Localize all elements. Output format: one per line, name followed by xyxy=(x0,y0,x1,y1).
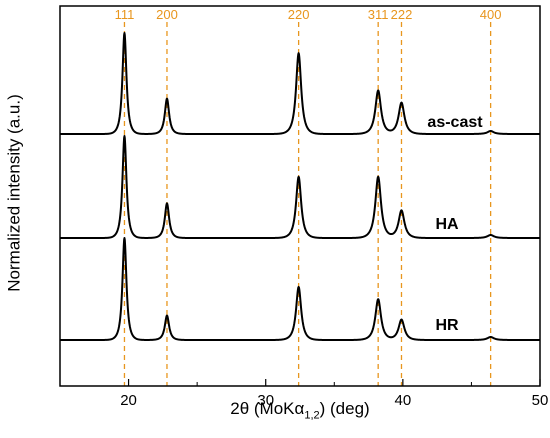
reflection-label-220: 220 xyxy=(288,7,310,22)
x-tick-label: 40 xyxy=(395,392,412,409)
pattern-curve-HR xyxy=(59,237,541,341)
reflection-label-111: 111 xyxy=(115,7,135,22)
x-axis-title: 2θ (MoKα1,2) (deg) xyxy=(60,399,540,421)
series-label-HA: HA xyxy=(435,216,459,233)
pattern-curve-as-cast xyxy=(59,32,541,135)
reflection-label-222: 222 xyxy=(391,7,413,22)
x-axis-title-prefix: 2θ (MoKα xyxy=(230,399,305,418)
plot-frame xyxy=(59,5,541,387)
x-tick-label: 30 xyxy=(257,392,274,409)
reflection-label-200: 200 xyxy=(156,7,178,22)
y-axis-title-wrap: Normalized intensity (a.u.) xyxy=(3,38,27,348)
y-axis-title: Normalized intensity (a.u.) xyxy=(5,94,24,292)
reflection-label-311: 311 xyxy=(368,7,389,22)
x-axis-title-suffix: ) (deg) xyxy=(319,399,370,418)
reflection-label-400: 400 xyxy=(480,7,502,22)
series-label-HR: HR xyxy=(435,317,459,334)
x-tick-label: 20 xyxy=(120,392,137,409)
series-label-as-cast: as-cast xyxy=(427,114,483,131)
x-tick-label: 50 xyxy=(532,392,549,409)
pattern-curve-HA xyxy=(59,135,541,239)
x-axis-title-subscript: 1,2 xyxy=(304,409,320,422)
